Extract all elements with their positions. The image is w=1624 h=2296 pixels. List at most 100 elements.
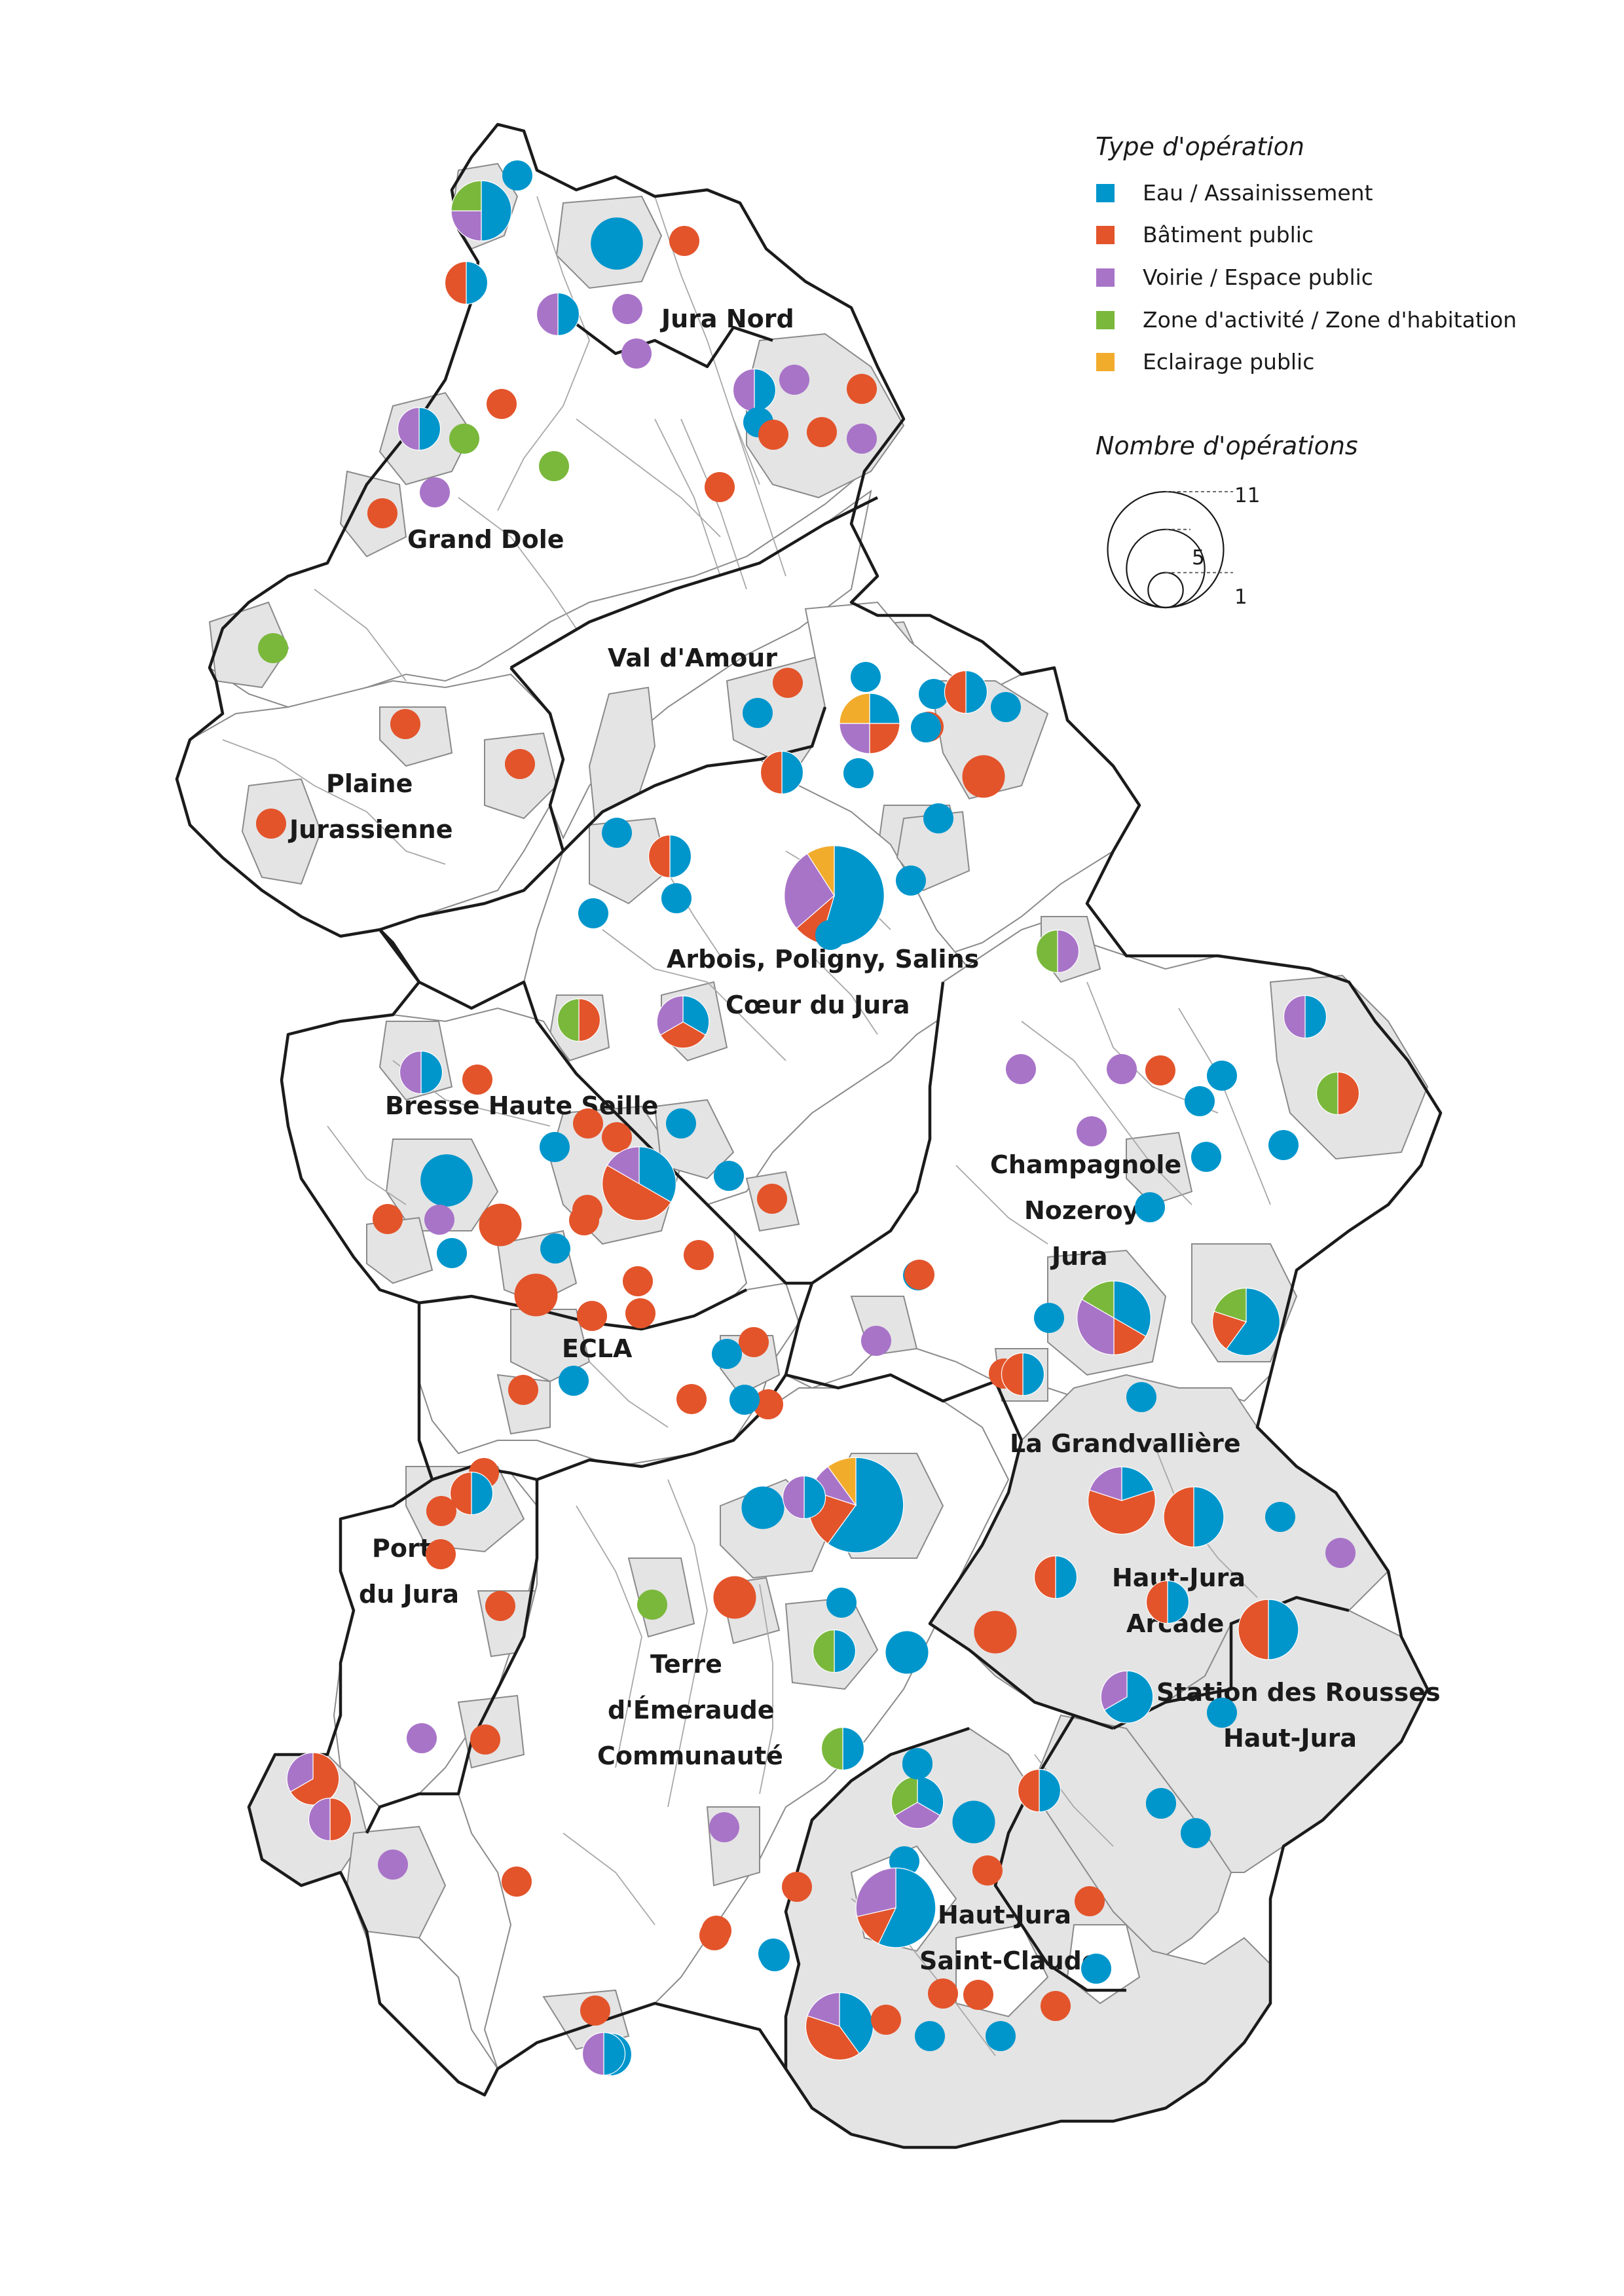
pie-slice-bat: [1337, 1071, 1360, 1116]
pie-slice-eau: [437, 1238, 467, 1268]
pie-slice-bat: [1033, 1555, 1056, 1599]
operation-pie: [1077, 1281, 1151, 1355]
pie-slice-eau: [1167, 1580, 1190, 1624]
pie-slice-bat: [390, 709, 420, 739]
operation-pie: [505, 749, 535, 779]
pie-slice-eau: [559, 1366, 589, 1396]
pie-slice-zone: [637, 1590, 667, 1620]
pie-slice-eau: [669, 834, 692, 879]
operation-pie: [591, 217, 643, 270]
pie-slice-eau: [743, 698, 773, 728]
pie-slice-bat: [972, 1855, 1003, 1886]
operation-pie: [974, 1611, 1017, 1654]
pie-slice-eau: [603, 2032, 626, 2076]
operation-pie: [308, 1797, 352, 1842]
operation-pie: [902, 1749, 932, 1779]
pie-slice-voi: [861, 1326, 891, 1356]
commune-boundary: [759, 1584, 773, 1795]
operation-pie: [540, 1132, 570, 1162]
label-hj-sc-line1: Haut-Jura: [938, 1901, 1071, 1929]
pie-slice-eau: [834, 1629, 857, 1673]
epci-border: [432, 1373, 1024, 1482]
operation-pie: [760, 750, 804, 795]
operation-pie: [378, 1850, 408, 1880]
pie-slice-eau: [420, 1154, 473, 1207]
label-val-amour: Val d'Amour: [608, 644, 777, 672]
operation-pie: [1163, 1486, 1225, 1548]
pie-slice-bat: [580, 1995, 610, 2026]
pie-slice-eau: [1121, 1466, 1154, 1501]
pie-slice-voi: [855, 1867, 896, 1918]
pie-slice-eau: [729, 1385, 760, 1415]
pie-slice-voi: [581, 2032, 604, 2076]
pie-slice-eau: [843, 758, 874, 788]
pie-slice-bat: [426, 1539, 456, 1569]
pie-slice-eau: [827, 1457, 904, 1554]
operation-symbols: [256, 160, 1360, 2077]
commune-boundary: [589, 1361, 669, 1428]
pie-slice-bat: [669, 226, 699, 256]
pie-slice-eau: [1113, 1281, 1151, 1337]
commune-area: [365, 1930, 499, 2096]
pie-slice-eau: [902, 1749, 932, 1779]
pie-slice-voi: [1325, 1538, 1356, 1568]
operation-pie: [449, 424, 479, 454]
pie-slice-bat: [1163, 1486, 1194, 1548]
pie-slice-zone: [812, 1629, 835, 1673]
legend-label-eclairage: Eclairage public: [1143, 349, 1314, 374]
epci-border: [784, 1726, 970, 2069]
pie-slice-eau: [466, 261, 489, 305]
commune-boundary: [654, 418, 721, 577]
pie-slice-voi: [1107, 1054, 1137, 1084]
operation-pie: [1325, 1538, 1356, 1568]
operation-pie: [623, 1266, 653, 1296]
pie-slice-eau: [896, 866, 926, 896]
pie-slice-eau: [1039, 1768, 1061, 1813]
pie-slice-eau: [991, 692, 1021, 722]
operation-pie: [1075, 1886, 1105, 1916]
pie-slice-bat: [928, 1978, 958, 2009]
pie-slice-eau: [481, 180, 512, 242]
label-grandvalliere: La Grandvallière: [1010, 1429, 1241, 1458]
operation-pie: [373, 1204, 403, 1234]
pie-slice-eau: [638, 1146, 676, 1203]
pie-slice-zone: [1316, 1071, 1338, 1116]
operation-pie: [815, 920, 845, 950]
pie-slice-voi: [839, 723, 870, 754]
legend: Type d'opération Eau / Assainissement Bâ…: [1096, 132, 1517, 609]
pie-slice-eau: [1081, 1954, 1111, 1984]
operation-pie: [367, 498, 397, 528]
operation-pie: [487, 389, 517, 419]
operation-pie: [986, 2021, 1016, 2051]
operation-pie: [559, 1366, 589, 1396]
operation-pie: [1211, 1287, 1281, 1356]
operation-pie: [963, 1980, 993, 2010]
operation-pie: [741, 1486, 784, 1529]
operation-pie: [701, 1916, 731, 1946]
department-outline: [175, 122, 1443, 2149]
label-terre-line1: Terre: [650, 1650, 722, 1679]
pie-slice-bat: [256, 809, 286, 839]
pie-slice-bat: [505, 749, 535, 779]
pie-slice-eau: [420, 1050, 443, 1095]
operation-pie: [784, 845, 885, 946]
pie-slice-eau: [540, 1132, 570, 1162]
operation-pie: [1283, 994, 1327, 1039]
operation-pie: [1265, 1502, 1295, 1532]
pie-slice-eau: [1034, 1303, 1064, 1333]
operation-pie: [426, 1539, 456, 1569]
operation-pie: [991, 692, 1021, 722]
pie-slice-bat: [485, 1591, 515, 1621]
operation-pie: [602, 1122, 632, 1152]
communes-layer: [175, 123, 1442, 2148]
pie-slice-bat: [1017, 1768, 1040, 1813]
pie-slice-bat: [856, 1907, 897, 1944]
operation-pie: [580, 1995, 610, 2026]
label-ecla: ECLA: [562, 1334, 633, 1363]
label-terre-line2: d'Émeraude: [608, 1696, 775, 1724]
commune-area: [1126, 1131, 1193, 1206]
legend-swatch-eau: [1096, 184, 1115, 202]
operation-pie: [390, 709, 420, 739]
pie-slice-bat: [701, 1916, 731, 1946]
pie-slice-zone: [451, 180, 482, 211]
